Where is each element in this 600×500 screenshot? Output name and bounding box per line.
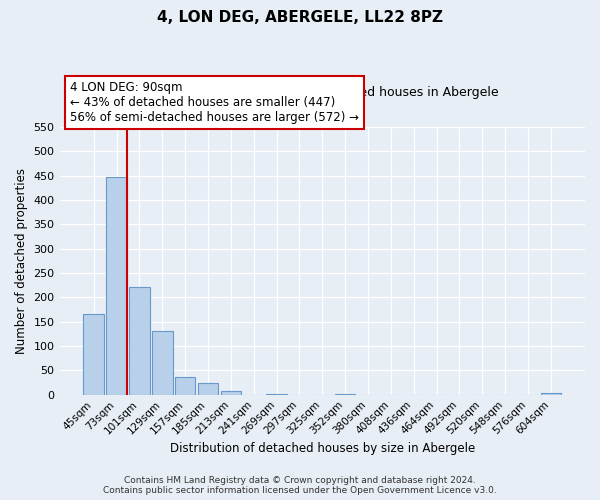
Bar [198,383,218,394]
Text: 4 LON DEG: 90sqm
← 43% of detached houses are smaller (447)
56% of semi-detached: 4 LON DEG: 90sqm ← 43% of detached house… [70,81,359,124]
Bar [152,332,173,394]
X-axis label: Distribution of detached houses by size in Abergele: Distribution of detached houses by size … [170,442,475,455]
Bar [106,177,127,394]
Bar [175,376,196,394]
Y-axis label: Number of detached properties: Number of detached properties [15,168,28,354]
Bar [221,391,241,394]
Text: Contains HM Land Registry data © Crown copyright and database right 2024.
Contai: Contains HM Land Registry data © Crown c… [103,476,497,495]
Bar [129,286,150,395]
Bar [83,314,104,394]
Text: 4, LON DEG, ABERGELE, LL22 8PZ: 4, LON DEG, ABERGELE, LL22 8PZ [157,10,443,25]
Title: Size of property relative to detached houses in Abergele: Size of property relative to detached ho… [145,86,499,100]
